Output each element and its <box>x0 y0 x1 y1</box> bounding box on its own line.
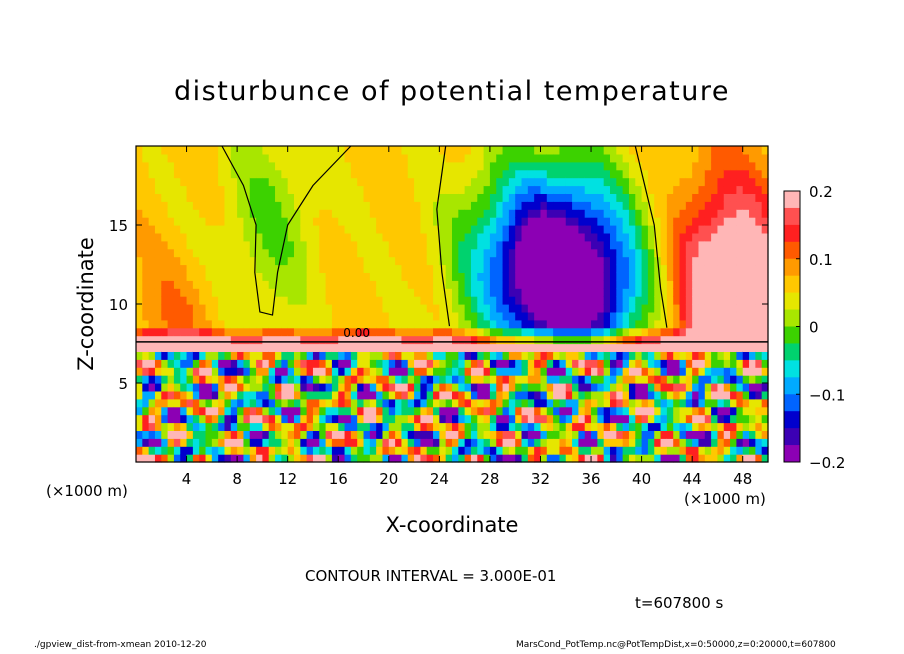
x-tick-label: 44 <box>683 470 702 488</box>
y-axis-label: Z-coordinate <box>74 237 98 371</box>
contour-line <box>221 145 352 316</box>
y-tick-label: 15 <box>109 217 128 235</box>
x-unit-left: (×1000 m) <box>46 482 128 500</box>
colorbar-segment <box>784 258 800 277</box>
x-tick-label: 32 <box>531 470 550 488</box>
contour-line <box>634 145 668 328</box>
colorbar-segment <box>784 275 800 294</box>
colorbar-tick-label: 0.1 <box>809 251 833 269</box>
colorbar-segment <box>784 292 800 311</box>
colorbar-tick-label: 0 <box>809 319 819 337</box>
x-tick-label: 12 <box>278 470 297 488</box>
colorbar-segment <box>784 445 800 463</box>
x-tick-label: 48 <box>733 470 752 488</box>
x-tick-label: 20 <box>379 470 398 488</box>
contour-interval: CONTOUR INTERVAL = 3.000E-01 <box>305 567 557 585</box>
y-tick-label: 10 <box>109 296 128 314</box>
colorbar-segment <box>784 360 800 378</box>
colorbar-segment <box>784 224 800 243</box>
x-axis-label: X-coordinate <box>385 513 519 537</box>
colorbar-segment <box>784 428 800 446</box>
colorbar-tick-label: −0.2 <box>809 454 845 472</box>
x-tick-label: 16 <box>329 470 348 488</box>
chart-title: disturbunce of potential temperature <box>174 76 730 107</box>
colorbar-tick-label: −0.1 <box>809 386 845 404</box>
x-tick-label: 24 <box>430 470 449 488</box>
colorbar-segment <box>784 191 800 209</box>
x-unit-right: (×1000 m) <box>684 490 766 508</box>
colorbar-segment <box>784 411 800 429</box>
footer-left: ./gpview_dist-from-xmean 2010-12-20 <box>34 640 207 650</box>
x-tick-label: 40 <box>632 470 651 488</box>
colorbar-segment <box>784 326 800 344</box>
colorbar-segment <box>784 394 800 412</box>
colorbar-tick-label: 0.2 <box>809 183 833 201</box>
colorbar-segment <box>784 309 800 327</box>
contour-line <box>436 145 451 327</box>
colorbar-segment <box>784 207 800 226</box>
colorbar-segment <box>784 377 800 395</box>
time-label: t=607800 s <box>635 594 724 612</box>
colorbar-segment <box>784 241 800 260</box>
footer-right: MarsCond_PotTemp.nc@PotTempDist,x=0:5000… <box>516 640 836 650</box>
x-tick-label: 36 <box>581 470 600 488</box>
contour-value-label: 0.00 <box>343 326 370 340</box>
x-tick-label: 4 <box>182 470 192 488</box>
colorbar-segment <box>784 343 800 361</box>
y-tick-label: 5 <box>118 375 128 393</box>
x-tick-label: 28 <box>480 470 499 488</box>
color-field <box>136 146 769 463</box>
x-tick-label: 8 <box>232 470 242 488</box>
